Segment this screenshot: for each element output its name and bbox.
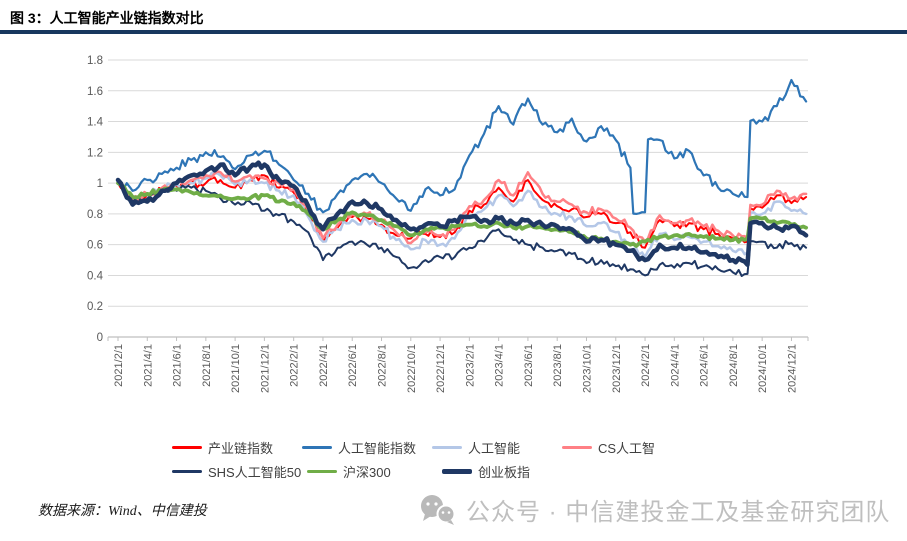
y-tick-label: 0	[97, 332, 103, 344]
y-tick-label: 0.8	[87, 209, 103, 221]
legend-label: 产业链指数	[208, 441, 274, 456]
legend-label: CS人工智	[598, 441, 656, 456]
series-line	[117, 182, 808, 277]
legend-swatch	[432, 446, 462, 449]
legend-label: 人工智能指数	[338, 441, 417, 456]
series-line	[116, 78, 808, 215]
legend-swatch	[302, 446, 332, 449]
legend-label: 人工智能	[468, 441, 521, 456]
x-tick-label: 2023/2/1	[464, 344, 476, 387]
x-tick-label: 2022/10/1	[406, 344, 418, 393]
series-line	[115, 160, 809, 267]
legend-item: 创业板指	[442, 462, 577, 481]
x-tick-label: 2022/8/1	[377, 344, 389, 387]
y-tick-label: 0.6	[87, 240, 103, 252]
y-tick-label: 1.2	[87, 147, 103, 159]
series-line	[116, 181, 808, 248]
x-tick-label: 2021/2/1	[113, 344, 125, 387]
x-tick-label: 2021/12/1	[259, 344, 271, 393]
x-tick-label: 2024/12/1	[786, 344, 798, 393]
x-tick-label: 2023/8/1	[552, 344, 564, 387]
x-tick-label: 2022/4/1	[318, 344, 330, 387]
x-tick-label: 2023/12/1	[611, 344, 623, 393]
legend-label: 沪深300	[343, 465, 391, 480]
legend-item: 沪深300	[307, 462, 442, 481]
legend-item: 人工智能指数	[302, 438, 432, 457]
y-tick-label: 1.6	[87, 86, 103, 98]
legend-item: SHS人工智能50	[172, 462, 307, 481]
y-tick-label: 1.4	[87, 117, 104, 129]
x-tick-label: 2024/8/1	[728, 344, 740, 387]
x-tick-label: 2024/10/1	[757, 344, 769, 393]
legend-row: SHS人工智能50 沪深300 创业板指	[172, 462, 577, 481]
x-tick-label: 2021/8/1	[201, 344, 213, 387]
x-tick-label: 2021/10/1	[230, 344, 242, 393]
y-tick-label: 1	[97, 178, 103, 190]
legend-swatch	[442, 469, 472, 474]
line-chart: 0 0.2 0.4 0.6 0.8 1 1.2 1.4 1.6 1.8 2021/2/1 2021/4…	[87, 55, 809, 393]
legend-swatch	[562, 446, 592, 449]
data-source-note: 数据来源：Wind、中信建投	[38, 504, 207, 519]
watermark-text: 公众号 · 中信建投金工及基金研究团队	[466, 499, 891, 526]
y-tick-label: 0.2	[87, 301, 103, 313]
title-underline-rule	[0, 30, 907, 34]
x-tick-label: 2021/6/1	[172, 344, 184, 387]
y-tick-label: 0.4	[87, 270, 104, 282]
legend-item: 产业链指数	[172, 438, 302, 457]
wechat-icon	[421, 494, 456, 525]
legend-item: 人工智能	[432, 438, 562, 457]
x-tick-label: 2024/4/1	[669, 344, 681, 387]
x-tick-label: 2024/2/1	[640, 344, 652, 387]
legend-label: SHS人工智能50	[208, 465, 302, 480]
legend-row: 产业链指数 人工智能指数 人工智能 CS人工智	[172, 438, 692, 457]
legend-label: 创业板指	[478, 465, 531, 480]
figure-title: 图 3：人工智能产业链指数对比	[10, 10, 204, 26]
legend-swatch	[172, 446, 202, 449]
x-tick-label: 2021/4/1	[142, 344, 154, 387]
legend-item: CS人工智	[562, 438, 692, 457]
x-tick-label: 2023/6/1	[523, 344, 535, 387]
x-tick-label: 2024/6/1	[699, 344, 711, 387]
x-tick-label: 2022/6/1	[347, 344, 359, 387]
watermark: 公众号 · 中信建投金工及基金研究团队	[418, 492, 890, 527]
series-line	[116, 171, 808, 259]
series-line	[117, 174, 808, 249]
y-tick-label: 1.8	[87, 55, 103, 67]
x-tick-label: 2023/10/1	[581, 344, 593, 393]
x-tick-label: 2022/12/1	[435, 344, 447, 393]
x-tick-label: 2022/2/1	[289, 344, 301, 387]
legend-swatch	[307, 469, 337, 474]
legend-swatch	[172, 470, 202, 473]
x-tick-label: 2023/4/1	[494, 344, 506, 387]
